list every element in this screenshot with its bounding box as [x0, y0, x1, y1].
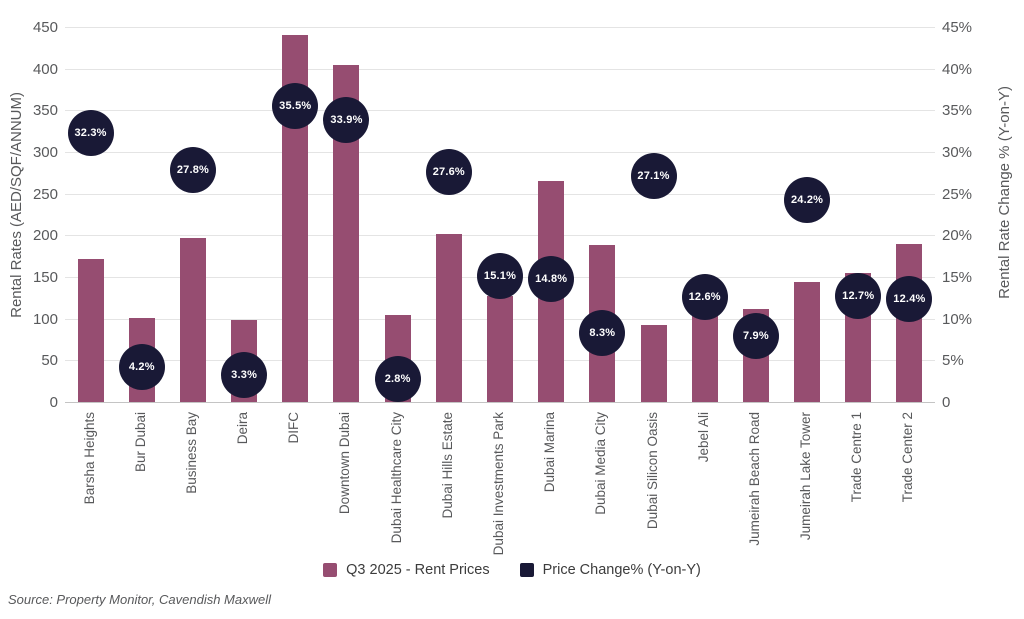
left-axis-tick: 250: [32, 185, 58, 203]
right-axis-tick: 45%: [942, 19, 973, 36]
right-axis-tick: 40%: [942, 60, 973, 78]
left-axis-tick: 100: [32, 310, 58, 328]
left-axis-tick: 300: [32, 144, 58, 161]
x-axis-label: Bur Dubai: [132, 412, 148, 473]
gridline-0: [65, 402, 935, 403]
left-axis-tick: 0: [49, 394, 58, 411]
gridline-200: [65, 235, 935, 237]
left-axis-tick: 450: [32, 19, 58, 36]
legend-item: Q3 2025 - Rent Prices: [323, 562, 490, 578]
legend-label: Price Change% (Y-on-Y): [542, 562, 701, 578]
right-axis-tick: 15%: [942, 269, 973, 286]
x-axis-label: Downtown Dubai: [337, 412, 353, 515]
left-axis-tick: 400: [32, 60, 58, 78]
right-axis-tick: 35%: [942, 102, 973, 120]
price-change-bubble: 24.2%: [784, 177, 831, 224]
left-axis-tick: 200: [32, 227, 58, 245]
legend-swatch: [519, 563, 534, 577]
x-axis-label: Dubai Silicon Oasis: [644, 412, 660, 530]
x-axis-label: DIFC: [286, 412, 302, 444]
price-change-bubble: 14.8%: [528, 255, 575, 302]
price-change-bubble: 27.8%: [169, 147, 216, 194]
bar-business-bay: [179, 237, 206, 402]
gridline-350: [65, 110, 935, 112]
x-axis-label: Trade Center 2: [900, 412, 916, 503]
gridline-300: [65, 152, 935, 153]
x-axis-label: Jebel Ali: [695, 412, 711, 463]
x-axis-label: Dubai Hills Estate: [439, 412, 455, 519]
bar-dubai-investments-park: [487, 296, 513, 402]
legend-item: Price Change% (Y-on-Y): [519, 562, 701, 578]
price-change-bubble: 33.9%: [323, 96, 370, 143]
gridline-450: [65, 27, 935, 28]
right-axis-tick: 20%: [942, 227, 973, 245]
price-change-bubble: 12.6%: [681, 274, 728, 320]
right-axis-tick: 5%: [942, 352, 964, 370]
right-axis-tick: 0: [942, 394, 951, 411]
x-axis-label: Trade Centre 1: [849, 412, 865, 503]
price-change-bubble: 27.6%: [425, 149, 472, 195]
right-axis-tick: 25%: [942, 185, 973, 203]
x-axis-label: Dubai Marina: [542, 412, 558, 493]
price-change-bubble: 15.1%: [477, 253, 523, 300]
x-axis-label: Dubai Healthcare City: [388, 412, 404, 544]
gridline-250: [65, 193, 935, 195]
price-change-bubble: 12.7%: [835, 273, 882, 320]
x-axis-label: Jumeirah Lake Tower: [798, 412, 814, 541]
price-change-bubble: 8.3%: [579, 309, 626, 356]
price-change-bubble: 32.3%: [67, 109, 114, 156]
left-axis-tick: 150: [32, 269, 58, 286]
gridline-400: [65, 68, 935, 70]
bar-jebel-ali: [691, 312, 718, 402]
source-note: Source: Property Monitor, Cavendish Maxw…: [8, 592, 272, 607]
legend-swatch: [323, 563, 338, 577]
bar-trade-center-2: [896, 243, 923, 402]
price-change-bubble: 3.3%: [221, 351, 268, 398]
x-axis-label: Jumeirah Beach Road: [746, 412, 762, 546]
chart-legend: Q3 2025 - Rent Prices Price Change% (Y-on…: [0, 562, 1024, 578]
x-axis-label: Dubai Investments Park: [491, 412, 506, 556]
bar-barsha-heights: [77, 258, 104, 402]
right-axis-tick: 10%: [942, 310, 973, 328]
right-axis-title: Rental Rate Change % (Y-on-Y): [996, 86, 1013, 299]
x-axis-label: Barsha Heights: [81, 412, 97, 505]
price-change-bubble: 27.1%: [630, 153, 677, 200]
bar-dubai-silicon-oasis: [640, 324, 667, 402]
price-change-bubble: 7.9%: [732, 313, 779, 360]
price-change-bubble: 2.8%: [374, 355, 421, 402]
left-axis-tick: 50: [41, 352, 58, 370]
right-axis-tick: 30%: [942, 144, 973, 161]
left-axis-tick: 350: [32, 102, 58, 120]
x-axis-label: Dubai Media City: [593, 412, 609, 515]
x-axis-label: Business Bay: [183, 412, 199, 494]
price-change-bubble: 35.5%: [272, 83, 319, 130]
bar-jumeirah-lake-tower: [794, 282, 821, 402]
legend-label: Q3 2025 - Rent Prices: [346, 562, 490, 578]
price-change-bubble: 4.2%: [118, 344, 165, 390]
bar-dubai-hills-estate: [435, 233, 462, 402]
x-axis-label: Deira: [235, 412, 251, 445]
price-change-bubble: 12.4%: [886, 275, 933, 322]
